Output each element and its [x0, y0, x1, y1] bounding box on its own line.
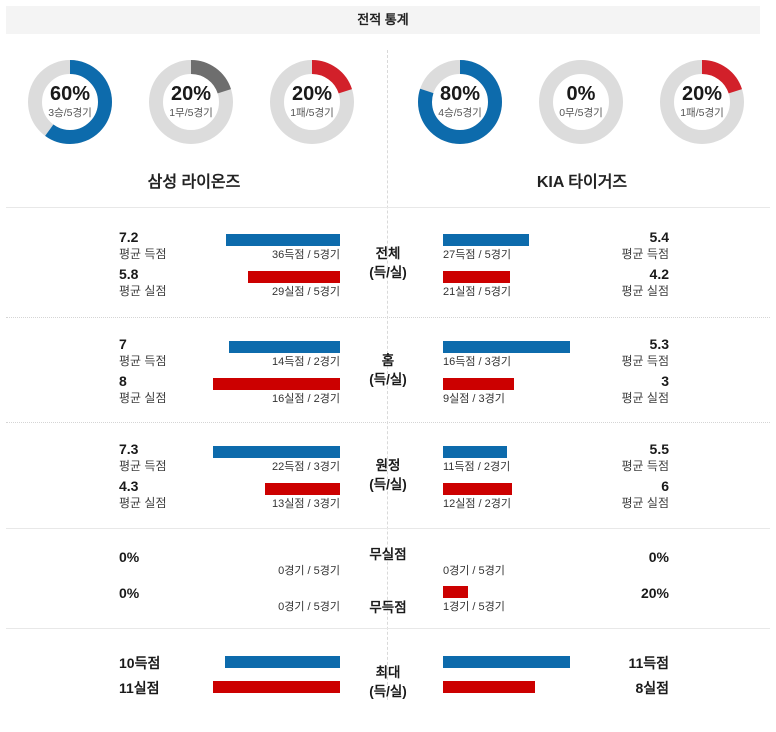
svg-text:20%: 20%: [682, 83, 722, 105]
svg-text:0%: 0%: [567, 83, 596, 105]
svg-text:3승/5경기: 3승/5경기: [48, 106, 92, 119]
svg-text:1패/5경기: 1패/5경기: [290, 106, 334, 119]
svg-text:1패/5경기: 1패/5경기: [680, 106, 724, 119]
svg-text:1무/5경기: 1무/5경기: [169, 106, 213, 119]
svg-text:60%: 60%: [50, 83, 90, 105]
svg-text:4승/5경기: 4승/5경기: [438, 106, 482, 119]
svg-text:80%: 80%: [440, 83, 480, 105]
svg-text:0무/5경기: 0무/5경기: [559, 106, 603, 119]
svg-text:20%: 20%: [292, 83, 332, 105]
svg-text:20%: 20%: [171, 83, 211, 105]
